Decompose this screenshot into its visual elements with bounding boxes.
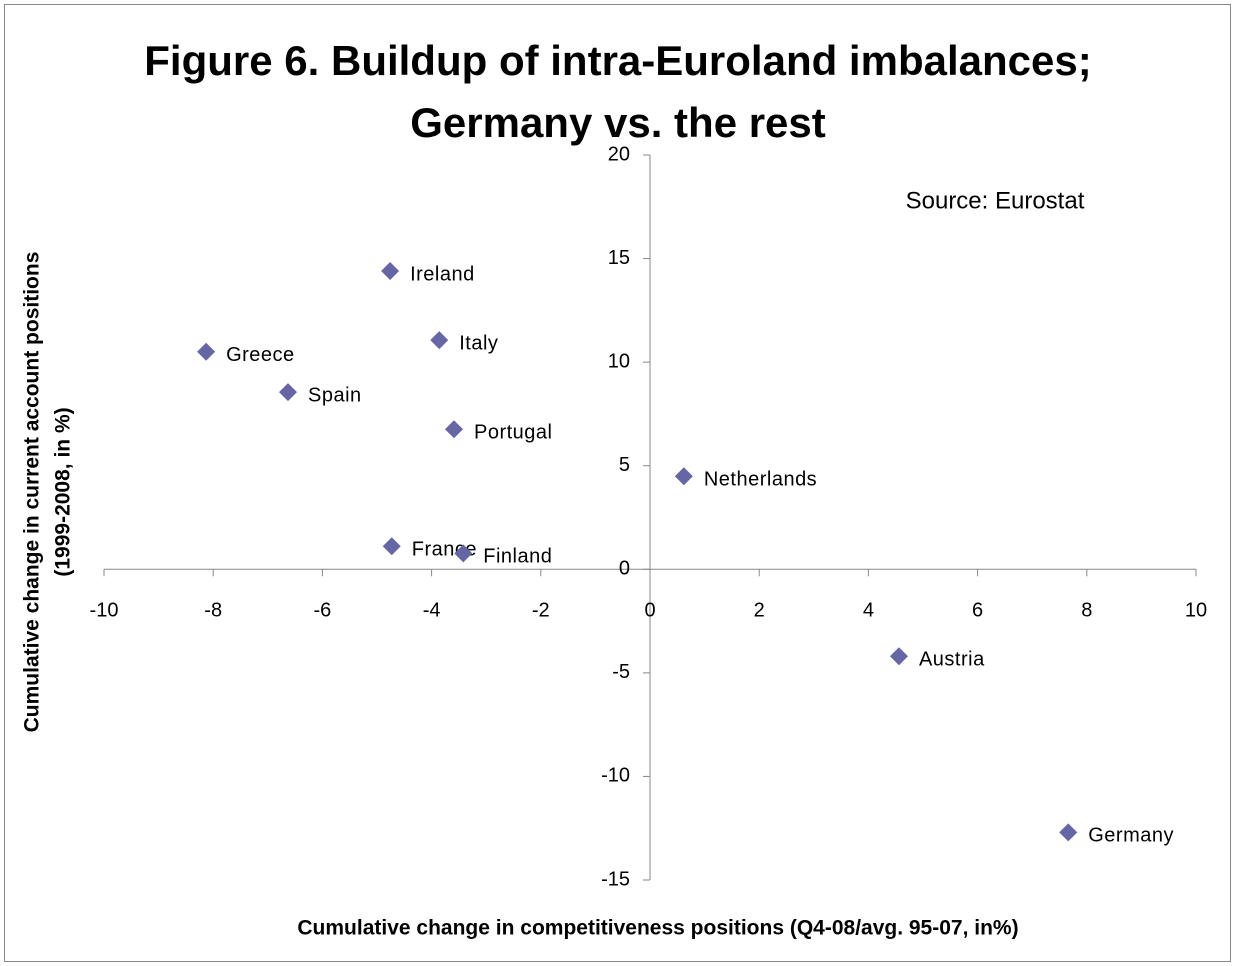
annotation: Source: Eurostat xyxy=(906,187,1085,214)
x-tick-label: -2 xyxy=(532,600,550,622)
y-tick-label: -10 xyxy=(601,765,630,787)
chart-frame xyxy=(4,4,1231,962)
marker xyxy=(454,544,473,563)
marker xyxy=(381,262,400,280)
marker xyxy=(382,537,401,556)
x-tick-label: 10 xyxy=(1185,600,1207,622)
y-axis-label: (1999-2008, in %) xyxy=(52,407,75,576)
y-tick-label: 5 xyxy=(619,454,630,476)
y-tick-label: 15 xyxy=(608,247,630,269)
point-label: Netherlands xyxy=(704,469,817,491)
x-tick-label: -10 xyxy=(90,600,119,622)
marker xyxy=(279,383,298,402)
y-tick-label: 0 xyxy=(619,558,630,580)
x-tick-label: -8 xyxy=(204,600,222,622)
y-tick-label: 20 xyxy=(608,143,630,165)
marker xyxy=(430,331,449,350)
x-tick-label: 4 xyxy=(863,600,874,622)
x-axis-label: Cumulative change in competitiveness pos… xyxy=(297,917,1018,940)
chart-title: Germany vs. the rest xyxy=(410,99,826,146)
marker xyxy=(1059,823,1078,842)
marker xyxy=(444,420,463,439)
point-label: Greece xyxy=(226,344,295,366)
marker xyxy=(197,342,216,361)
point-label: Austria xyxy=(919,649,985,671)
chart-title: Figure 6. Buildup of intra-Euroland imba… xyxy=(144,37,1091,84)
x-tick-label: -6 xyxy=(314,600,332,622)
marker xyxy=(889,647,908,666)
point-label: Portugal xyxy=(474,422,552,444)
y-tick-label: -15 xyxy=(601,868,630,890)
point-label: Spain xyxy=(308,384,362,406)
x-tick-label: 0 xyxy=(644,600,655,622)
point-label: Ireland xyxy=(410,263,475,285)
x-tick-label: 8 xyxy=(1081,600,1092,622)
point-label: Germany xyxy=(1088,825,1174,847)
point-label: Italy xyxy=(459,332,498,354)
y-tick-label: 10 xyxy=(608,350,630,372)
y-axis-label: Cumulative change in current account pos… xyxy=(21,252,44,733)
marker xyxy=(674,467,693,486)
x-tick-label: 6 xyxy=(972,600,983,622)
y-tick-label: -5 xyxy=(612,661,630,683)
point-label: Finland xyxy=(483,546,552,568)
x-tick-label: -4 xyxy=(423,600,441,622)
x-tick-label: 2 xyxy=(754,600,765,622)
